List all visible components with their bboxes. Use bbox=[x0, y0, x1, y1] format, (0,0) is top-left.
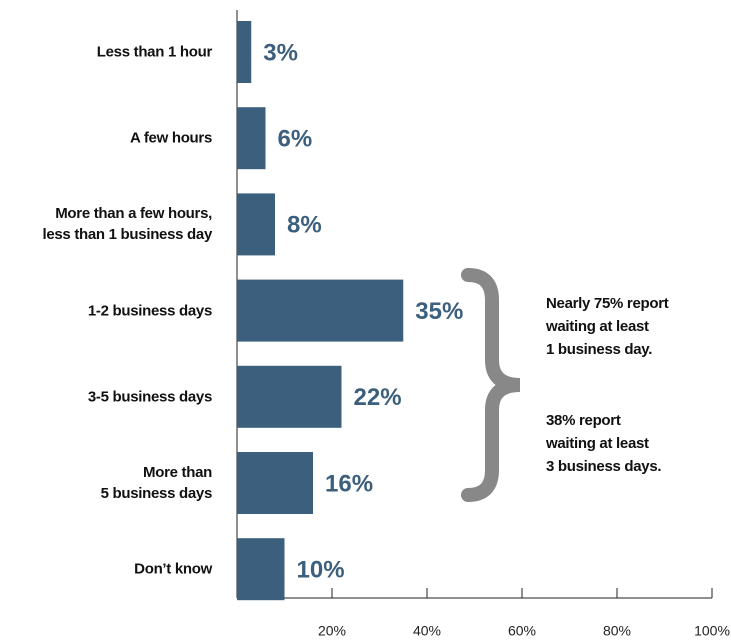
brace bbox=[461, 268, 521, 502]
category-label: Less than 1 hour bbox=[96, 43, 213, 61]
value-label: 3% bbox=[263, 39, 298, 66]
value-label: 10% bbox=[297, 557, 345, 584]
bar bbox=[237, 21, 252, 83]
value-label: 16% bbox=[325, 470, 373, 497]
category-label: More than 5 business days bbox=[100, 464, 213, 502]
bar bbox=[237, 193, 275, 256]
value-label: 6% bbox=[278, 126, 313, 153]
value-label: 8% bbox=[287, 212, 322, 239]
category-label: A few hours bbox=[130, 129, 212, 147]
bar bbox=[237, 107, 266, 170]
category-label: Don’t know bbox=[134, 560, 212, 578]
x-tick-label: 80% bbox=[603, 623, 631, 639]
bar bbox=[237, 279, 404, 342]
x-tick-label: 100% bbox=[694, 623, 730, 639]
annotation: Nearly 75% report waiting at least 1 bus… bbox=[546, 295, 669, 358]
x-tick-label: 60% bbox=[508, 623, 536, 639]
category-label: More than a few hours, less than 1 busin… bbox=[42, 205, 212, 244]
category-label: 3-5 business days bbox=[87, 388, 212, 406]
bar bbox=[237, 538, 285, 601]
value-label: 22% bbox=[354, 384, 402, 411]
value-label: 35% bbox=[415, 298, 463, 325]
bar bbox=[237, 452, 313, 514]
annotation: 38% report waiting at least 3 business d… bbox=[546, 412, 662, 475]
x-tick-label: 20% bbox=[318, 623, 346, 639]
x-tick-label: 40% bbox=[413, 623, 441, 639]
bar bbox=[237, 365, 342, 428]
category-label: 1-2 business days bbox=[87, 302, 212, 320]
